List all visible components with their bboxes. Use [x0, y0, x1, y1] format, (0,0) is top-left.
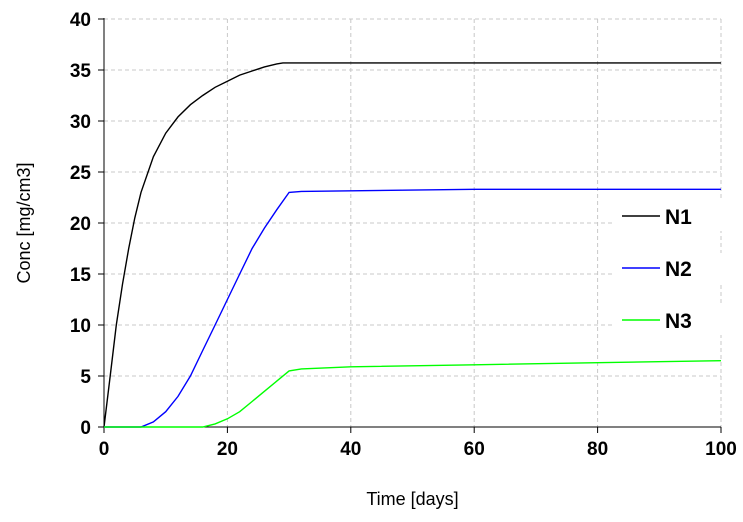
y-tick-label: 20 [70, 214, 91, 235]
y-tick-label: 35 [70, 61, 92, 82]
legend-label-n2: N2 [665, 258, 692, 281]
y-tick-label: 40 [70, 10, 91, 31]
x-tick-label: 20 [217, 439, 238, 460]
y-tick-label: 5 [80, 367, 91, 388]
legend: N1 N2 N3 [612, 201, 722, 335]
legend-label-n1: N1 [665, 206, 692, 229]
y-tick-label: 25 [70, 163, 92, 184]
series-line-n2 [104, 188, 721, 428]
tick-labels: 0 20 40 60 80 100 0 5 10 15 20 25 30 35 40 [70, 10, 737, 460]
x-axis-label: Time [days] [366, 489, 458, 509]
x-tick-label: 80 [587, 439, 608, 460]
series-line-n3 [104, 360, 722, 428]
y-tick-label: 0 [80, 418, 91, 439]
series-lines [103, 62, 722, 428]
x-tick-label: 40 [340, 439, 361, 460]
y-tick-label: 30 [70, 112, 91, 133]
y-tick-label: 15 [70, 265, 92, 286]
y-axis-label: Conc [mg/cm3] [14, 162, 34, 283]
legend-label-n3: N3 [665, 310, 692, 333]
x-tick-label: 100 [705, 439, 737, 460]
x-tick-label: 60 [464, 439, 485, 460]
x-tick-label: 0 [99, 439, 110, 460]
y-tick-label: 10 [70, 316, 91, 337]
series-line-n1 [103, 62, 721, 428]
